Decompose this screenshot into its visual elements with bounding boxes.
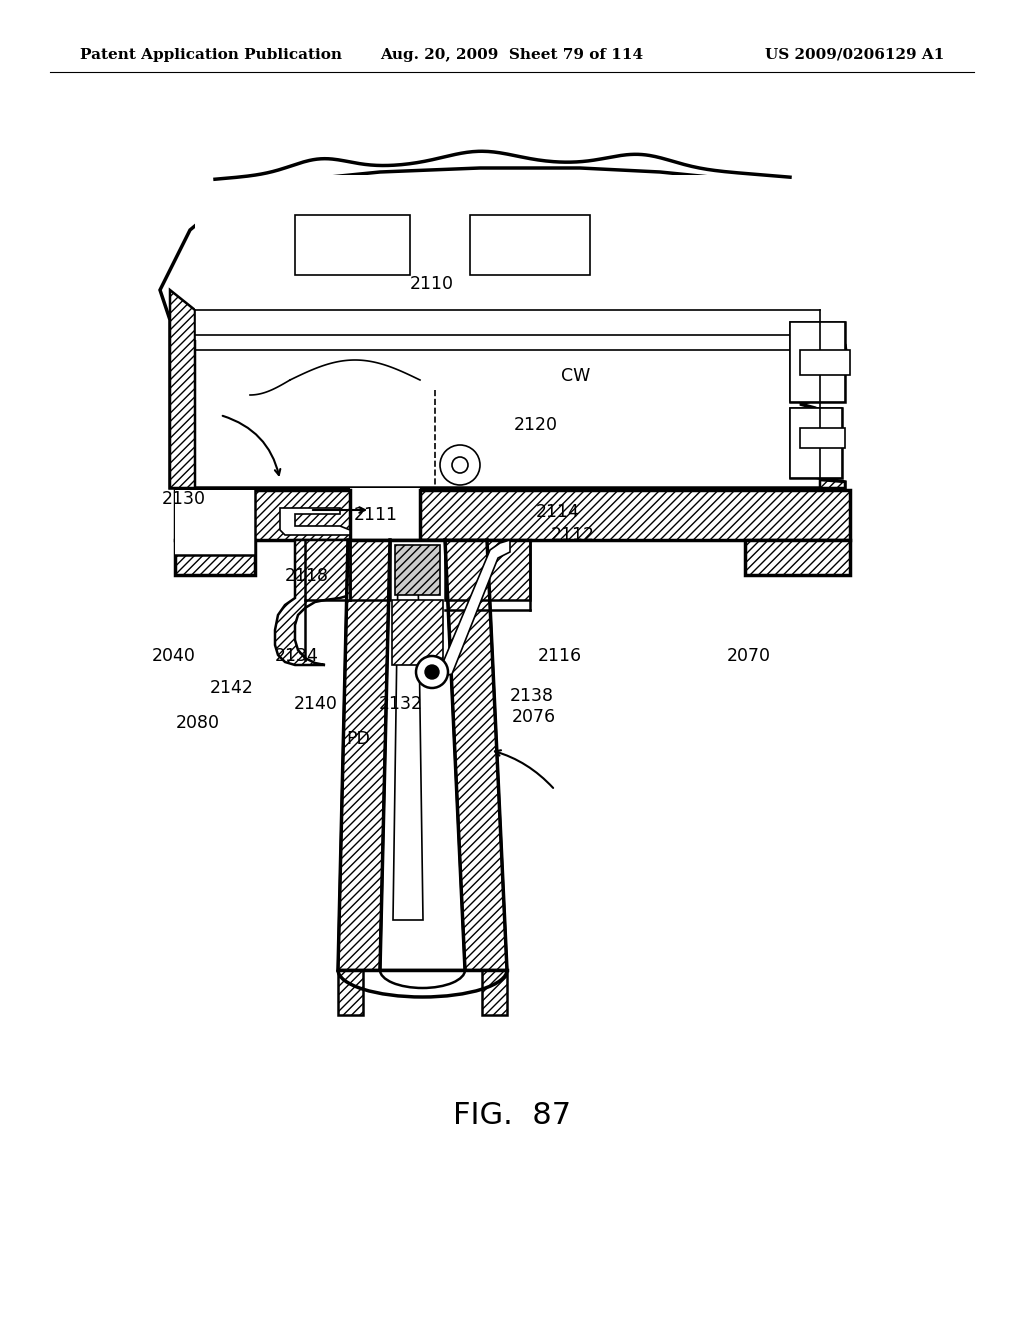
Polygon shape [280, 508, 350, 535]
Text: 2138: 2138 [510, 686, 554, 705]
Polygon shape [350, 488, 420, 543]
Polygon shape [350, 540, 390, 601]
Text: 2130: 2130 [162, 490, 206, 508]
Text: Aug. 20, 2009  Sheet 79 of 114: Aug. 20, 2009 Sheet 79 of 114 [381, 48, 643, 62]
Polygon shape [820, 480, 845, 488]
Polygon shape [195, 176, 820, 341]
Polygon shape [395, 545, 440, 595]
Polygon shape [745, 540, 850, 576]
Polygon shape [481, 970, 507, 1015]
Polygon shape [175, 490, 255, 554]
Text: 2111: 2111 [353, 506, 397, 524]
Polygon shape [790, 322, 845, 403]
Text: 2132: 2132 [379, 694, 423, 713]
Text: 2134: 2134 [274, 647, 318, 665]
Text: 2070: 2070 [727, 647, 771, 665]
Text: FIG.  87: FIG. 87 [453, 1101, 571, 1130]
Polygon shape [275, 540, 350, 665]
Circle shape [416, 656, 449, 688]
Text: 2142: 2142 [210, 678, 254, 697]
Circle shape [425, 665, 439, 678]
Text: 2116: 2116 [538, 647, 582, 665]
Polygon shape [790, 408, 842, 478]
Polygon shape [338, 970, 364, 1015]
Text: 2076: 2076 [512, 708, 556, 726]
Polygon shape [445, 540, 507, 970]
Text: US 2009/0206129 A1: US 2009/0206129 A1 [765, 48, 944, 62]
Polygon shape [427, 540, 510, 677]
Polygon shape [338, 540, 390, 970]
Polygon shape [445, 540, 530, 601]
Polygon shape [380, 540, 465, 970]
Polygon shape [790, 322, 845, 403]
Bar [800, 350, 850, 375]
Text: PD: PD [346, 730, 370, 748]
Text: CW: CW [561, 367, 591, 385]
Text: 2110: 2110 [410, 275, 454, 293]
Polygon shape [175, 540, 255, 576]
Text: Patent Application Publication: Patent Application Publication [80, 48, 342, 62]
Bar [800, 428, 845, 447]
Text: 2120: 2120 [514, 416, 558, 434]
Text: 2080: 2080 [176, 714, 220, 733]
Bar [470, 215, 590, 275]
Polygon shape [790, 408, 842, 478]
Text: 2040: 2040 [152, 647, 196, 665]
Text: 2112: 2112 [551, 525, 595, 544]
Ellipse shape [338, 970, 507, 1015]
Polygon shape [170, 290, 195, 488]
Polygon shape [175, 490, 850, 540]
Bar [295, 215, 410, 275]
Polygon shape [160, 168, 847, 488]
Polygon shape [393, 570, 423, 920]
Text: 2114: 2114 [536, 503, 580, 521]
Text: 2140: 2140 [294, 694, 338, 713]
Polygon shape [392, 601, 443, 665]
Text: 2118: 2118 [285, 566, 329, 585]
